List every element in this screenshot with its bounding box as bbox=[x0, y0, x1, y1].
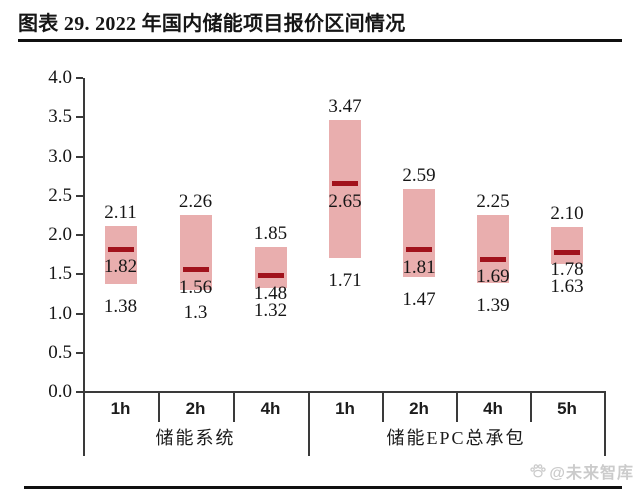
bar bbox=[179, 214, 212, 290]
category-label: 1h bbox=[110, 399, 131, 418]
category-label: 4h bbox=[260, 399, 281, 418]
y-tick-label: 0.0 bbox=[48, 381, 72, 402]
category-label: 1h bbox=[335, 399, 355, 418]
bar-mid-dash bbox=[554, 249, 580, 255]
category-label: 2h bbox=[409, 399, 429, 418]
bar-mid-label: 1.78 bbox=[550, 259, 584, 281]
group-label: 储能系统 bbox=[155, 428, 236, 448]
bar-max-label: 2.25 bbox=[476, 191, 510, 213]
watermark: @未来智库 bbox=[530, 459, 634, 483]
group-divider bbox=[83, 392, 85, 456]
bar bbox=[477, 215, 509, 283]
y-tick bbox=[76, 234, 83, 236]
bar-min-label: 1.39 bbox=[476, 294, 510, 316]
bar-mid-dash bbox=[480, 256, 506, 262]
bar-min-label: 1.32 bbox=[253, 300, 288, 322]
y-tick bbox=[76, 77, 83, 79]
y-tick bbox=[76, 273, 83, 276]
bar-min-label: 1.71 bbox=[328, 269, 362, 291]
bar-max-label: 2.26 bbox=[178, 190, 213, 212]
y-tick-label: 2.0 bbox=[48, 224, 72, 245]
bar-min-label: 1.38 bbox=[103, 295, 138, 317]
quote-range-chart: 0.0 0.5 1.0 1.5 2.0 2.5 3.0 3.5 4.0 1h 2h 4h 储能系统 1h 2… bbox=[0, 46, 640, 466]
bar-mid-label: 1.82 bbox=[103, 256, 138, 278]
figure-title: 图表 29. 2022 年国内储能项目报价区间情况 bbox=[18, 13, 406, 35]
y-tick bbox=[76, 116, 83, 119]
bar-min-label: 1.47 bbox=[402, 288, 436, 310]
bar bbox=[551, 227, 583, 265]
bar-min-label: 1.3 bbox=[183, 301, 208, 323]
y-tick-label: 4.0 bbox=[48, 67, 72, 88]
bottom-rule bbox=[24, 486, 622, 489]
bar-max-label: 3.47 bbox=[328, 95, 362, 117]
category-divider bbox=[233, 392, 235, 422]
x-axis-line bbox=[76, 391, 606, 393]
y-tick bbox=[76, 312, 83, 315]
y-tick-label: 0.5 bbox=[48, 341, 72, 363]
group-divider bbox=[604, 392, 606, 456]
category-label: 4h bbox=[483, 399, 503, 418]
bar bbox=[104, 226, 137, 284]
category-divider bbox=[530, 392, 532, 422]
y-tick bbox=[76, 155, 83, 158]
bar-max-label: 2.59 bbox=[402, 164, 436, 186]
y-tick-label: 3.0 bbox=[48, 145, 72, 167]
bar-mid-label: 1.56 bbox=[178, 276, 213, 298]
bar-mid-dash bbox=[107, 246, 134, 252]
bar-max-label: 1.85 bbox=[253, 222, 288, 244]
bar-min-label: 1.63 bbox=[550, 276, 584, 298]
bar-mid-label: 1.48 bbox=[253, 282, 288, 304]
y-tick-label: 3.5 bbox=[48, 106, 72, 128]
watermark-text: @未来智库 bbox=[549, 465, 634, 482]
bar bbox=[254, 246, 287, 289]
bar-mid-dash bbox=[332, 181, 358, 187]
bar-mid-dash bbox=[406, 247, 432, 253]
group-label: 储能EPC总承包 bbox=[386, 428, 526, 448]
bar-mid-label: 2.65 bbox=[328, 190, 362, 212]
bar-max-label: 2.10 bbox=[550, 203, 584, 225]
bar bbox=[403, 188, 435, 277]
category-divider bbox=[158, 392, 160, 422]
title-rule bbox=[18, 39, 622, 42]
y-axis-line bbox=[83, 78, 85, 456]
bar bbox=[329, 119, 361, 258]
y-tick-label: 1.5 bbox=[48, 263, 72, 285]
bar-mid-label: 1.81 bbox=[402, 256, 436, 278]
paw-icon bbox=[530, 464, 547, 478]
group-divider bbox=[308, 392, 310, 456]
bar-mid-label: 1.69 bbox=[476, 266, 510, 288]
y-tick-label: 2.5 bbox=[48, 184, 72, 206]
category-divider bbox=[456, 392, 458, 422]
category-label: 2h bbox=[185, 399, 206, 418]
category-label: 5h bbox=[557, 399, 577, 418]
y-tick bbox=[76, 194, 83, 197]
bar-max-label: 2.11 bbox=[104, 202, 137, 224]
category-divider bbox=[382, 392, 384, 422]
bar-mid-dash bbox=[182, 267, 209, 273]
y-tick-label: 1.0 bbox=[48, 302, 72, 324]
y-tick bbox=[76, 351, 83, 354]
bar-mid-dash bbox=[257, 273, 284, 279]
